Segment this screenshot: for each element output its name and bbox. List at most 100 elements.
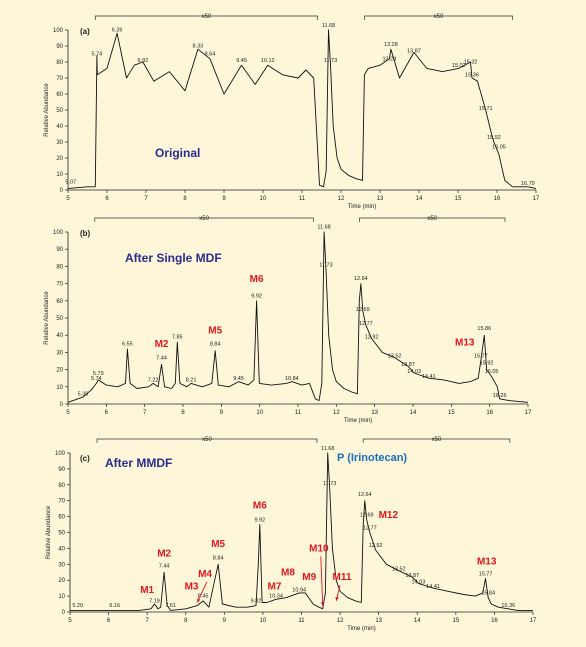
peak-label: 5.20 bbox=[72, 603, 83, 609]
peak-label: 14.41 bbox=[426, 584, 440, 590]
peak-label: 14.03 bbox=[407, 369, 421, 375]
peak-label: 8.84 bbox=[213, 556, 224, 562]
panel-title: Original bbox=[155, 146, 200, 160]
y-tick-label: 50 bbox=[56, 316, 63, 322]
x-tick-label: 8 bbox=[183, 196, 187, 202]
y-tick-label: 30 bbox=[56, 350, 63, 356]
x-tick-label: 6 bbox=[107, 618, 111, 624]
arrow-head bbox=[320, 601, 325, 606]
y-tick-label: 90 bbox=[56, 247, 63, 253]
metabolite-label: M5 bbox=[211, 539, 225, 550]
peak-label: 15.86 bbox=[477, 326, 491, 332]
y-tick-label: 30 bbox=[58, 562, 65, 568]
metabolite-label: M13 bbox=[477, 556, 497, 567]
zoom-bracket-label: x50 bbox=[202, 14, 212, 20]
x-tick-label: 5 bbox=[66, 410, 70, 416]
panel-label: (c) bbox=[80, 454, 90, 463]
zoom-bracket bbox=[94, 217, 314, 222]
x-tick-label: 8 bbox=[181, 410, 185, 416]
peak-label: 12.92 bbox=[365, 335, 379, 341]
peak-label: 9.92 bbox=[251, 293, 262, 299]
peak-label: 15.92 bbox=[480, 360, 494, 366]
zoom-bracket-label: x50 bbox=[202, 437, 212, 443]
y-tick-label: 0 bbox=[62, 610, 66, 616]
x-tick-label: 10 bbox=[260, 196, 267, 202]
x-tick-label: 14 bbox=[414, 618, 421, 624]
y-tick-label: 40 bbox=[56, 124, 63, 130]
metabolite-label: M11 bbox=[333, 572, 352, 583]
y-axis-label: Relative Abundance bbox=[44, 291, 50, 345]
peak-label: 10.94 bbox=[292, 587, 306, 593]
y-tick-label: 10 bbox=[58, 594, 65, 600]
peak-label: 5.07 bbox=[65, 180, 76, 186]
y-tick-label: 90 bbox=[56, 44, 63, 50]
x-tick-label: 7 bbox=[145, 618, 149, 624]
peak-label: 16.05 bbox=[485, 369, 499, 375]
x-tick-label: 13 bbox=[377, 196, 384, 202]
x-tick-label: 13 bbox=[371, 410, 378, 416]
peak-label: 13.87 bbox=[407, 48, 421, 54]
y-tick-label: 50 bbox=[58, 531, 65, 537]
y-tick-label: 20 bbox=[58, 578, 65, 584]
peak-label: 8.33 bbox=[193, 44, 204, 50]
peak-label: 6.16 bbox=[109, 603, 120, 609]
y-tick-label: 0 bbox=[60, 402, 64, 408]
x-tick-label: 7 bbox=[144, 196, 148, 202]
metabolite-label: M2 bbox=[157, 548, 171, 559]
metabolite-label: M10 bbox=[309, 544, 329, 555]
arrow-head bbox=[335, 596, 339, 601]
y-tick-label: 10 bbox=[56, 385, 63, 391]
peak-label: 6.92 bbox=[138, 58, 149, 64]
peak-label: 13.24 bbox=[382, 56, 396, 62]
chromatogram-panel-a: 5 6 7 8 9 10 11 12 13 14 15 16 17 0 10 20 30 40 50 60 70 80 90… bbox=[44, 14, 540, 210]
y-tick-label: 60 bbox=[56, 299, 63, 305]
panel-label: (a) bbox=[80, 27, 90, 36]
peak-label: 12.77 bbox=[359, 321, 373, 327]
peak-label: 5.39 bbox=[78, 391, 89, 397]
y-tick-label: 80 bbox=[56, 264, 63, 270]
zoom-bracket bbox=[362, 438, 511, 443]
metabolite-arrow bbox=[320, 556, 324, 606]
peak-label: 13.52 bbox=[392, 567, 406, 573]
panel-title: After MMDF bbox=[105, 456, 172, 470]
peak-label: 7.61 bbox=[165, 603, 176, 609]
peak-label: 11.68 bbox=[321, 446, 334, 452]
series-line bbox=[67, 29, 537, 189]
peak-label: 6.26 bbox=[112, 28, 123, 34]
peak-label: 15.32 bbox=[464, 60, 478, 66]
metabolite-label: M3 bbox=[185, 582, 199, 593]
peak-label: 6.55 bbox=[122, 342, 133, 348]
x-tick-label: 12 bbox=[337, 618, 344, 624]
metabolite-label: M2 bbox=[155, 339, 169, 350]
y-axis-label: Relative Abundance bbox=[46, 505, 52, 559]
x-tick-label: 16 bbox=[494, 196, 501, 202]
metabolite-label: M12 bbox=[379, 510, 399, 521]
peak-label: 5.74 bbox=[92, 52, 103, 58]
metabolite-label: M7 bbox=[268, 582, 282, 593]
x-tick-label: 9 bbox=[220, 410, 224, 416]
x-tick-label: 9 bbox=[223, 618, 227, 624]
x-tick-label: 7 bbox=[143, 410, 147, 416]
metabolite-arrow bbox=[196, 581, 208, 603]
metabolite-label: M4 bbox=[198, 569, 212, 580]
y-tick-label: 50 bbox=[56, 108, 63, 114]
peak-label: 9.45 bbox=[236, 58, 247, 64]
zoom-bracket bbox=[94, 15, 318, 20]
zoom-bracket-label: x50 bbox=[199, 216, 209, 222]
y-tick-label: 30 bbox=[56, 140, 63, 146]
x-tick-label: 16 bbox=[491, 618, 498, 624]
metabolite-label: M13 bbox=[455, 338, 475, 349]
peak-label: 16.05 bbox=[492, 144, 506, 150]
metabolite-label: M1 bbox=[140, 585, 154, 596]
x-tick-label: 12 bbox=[333, 410, 340, 416]
metabolite-label: M6 bbox=[250, 274, 264, 285]
peak-label: 12.69 bbox=[360, 513, 374, 519]
panel-label: (b) bbox=[80, 229, 91, 238]
peak-label: 16.36 bbox=[501, 603, 515, 609]
x-tick-label: 11 bbox=[299, 196, 306, 202]
zoom-bracket bbox=[364, 15, 513, 20]
x-tick-label: 16 bbox=[486, 410, 493, 416]
peak-label: 12.77 bbox=[363, 525, 377, 531]
panel-title: After Single MDF bbox=[125, 251, 222, 265]
y-tick-label: 20 bbox=[56, 156, 63, 162]
